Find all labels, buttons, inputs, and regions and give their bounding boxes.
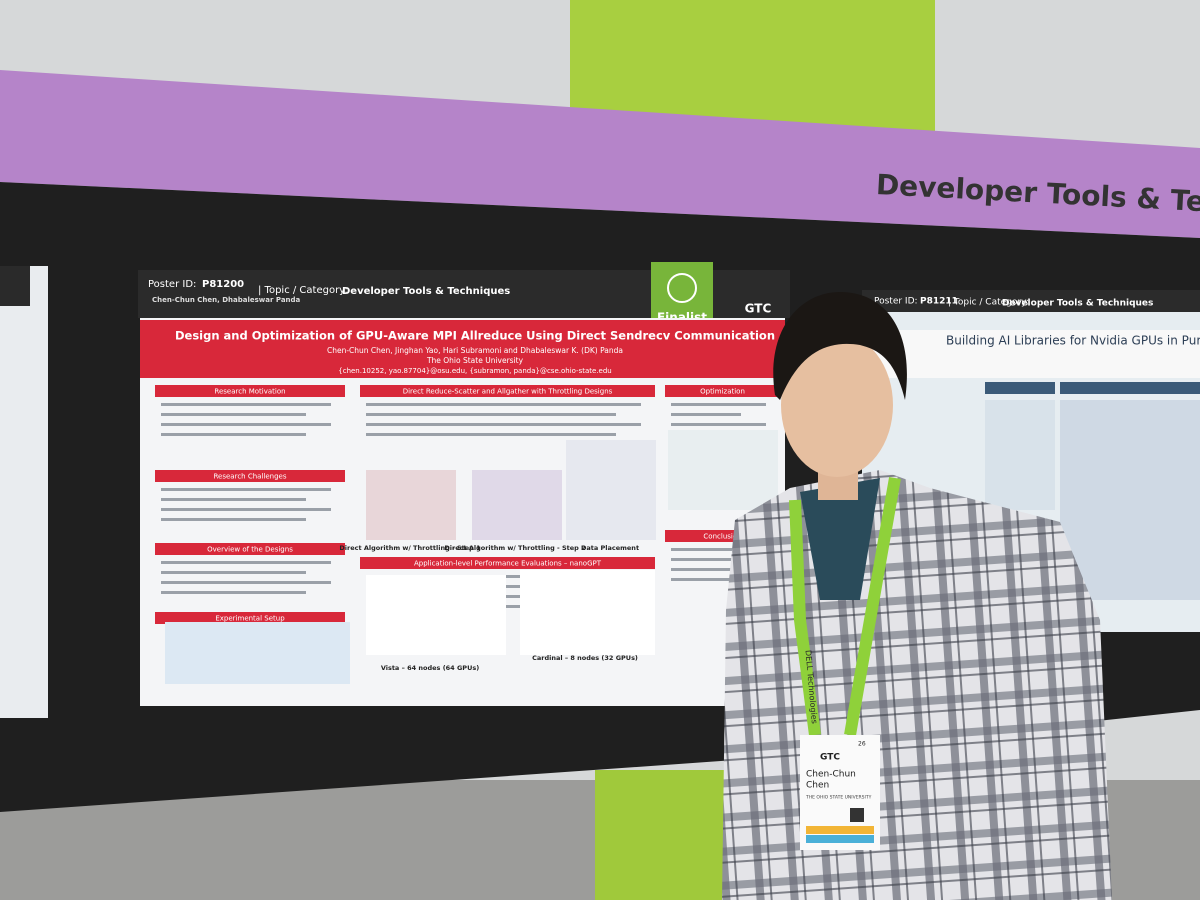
- badge-org: THE OHIO STATE UNIVERSITY: [805, 795, 872, 801]
- figure: [366, 575, 506, 655]
- section-title: Research Challenges: [214, 473, 287, 481]
- section-header: [985, 382, 1055, 394]
- figure-caption: Direct Algorithm w/ Throttling - Step 1: [339, 544, 481, 552]
- topic-label: | Topic / Category:: [258, 285, 348, 296]
- poster-title: Building AI Libraries for Nvidia GPUs in…: [946, 334, 1200, 348]
- table: [165, 622, 350, 684]
- text-line: [161, 498, 306, 501]
- text-line: [671, 413, 741, 416]
- section-header: [155, 612, 345, 624]
- text-line: [366, 413, 616, 416]
- section-title: Experimental Setup: [215, 615, 285, 623]
- lanyard: [789, 499, 821, 736]
- topic: Developer Tools & Techniques: [1002, 299, 1153, 309]
- section-header: [665, 385, 780, 397]
- poster-emails: {chen.10252, yao.87704}@osu.edu, {subram…: [338, 367, 611, 375]
- section-header: [360, 385, 655, 397]
- text-line: [161, 508, 331, 511]
- figure: [668, 430, 778, 510]
- text-line: [161, 591, 306, 594]
- figure-caption: Cardinal – 8 nodes (32 GPUs): [532, 654, 638, 662]
- section-header: [155, 385, 345, 397]
- text-line: [366, 403, 641, 406]
- text-line: [161, 433, 306, 436]
- header-authors: Chen-Chun Chen, Dhabaleswar Panda: [152, 296, 301, 304]
- poster-title: Design and Optimization of GPU-Aware MPI…: [175, 329, 775, 343]
- shirt: [722, 470, 1112, 900]
- badge-icon: [667, 273, 697, 303]
- text-line: [366, 433, 616, 436]
- figure: [985, 400, 1055, 510]
- section-header: [360, 557, 655, 569]
- tshirt: [800, 478, 880, 600]
- gtc-logo: GTC: [745, 302, 772, 316]
- text-line: [161, 518, 306, 521]
- poster-id-label: Poster ID:: [874, 297, 918, 307]
- text-line: [671, 548, 766, 551]
- text-line: [161, 571, 306, 574]
- section-title: Research Motivation: [214, 388, 285, 396]
- badge-stripe: [806, 835, 874, 843]
- text-line: [671, 568, 766, 571]
- text-line: [671, 578, 741, 581]
- text-line: [161, 403, 331, 406]
- badge-logo: GTC: [820, 753, 840, 763]
- face: [781, 333, 893, 477]
- topic-label: | Topic / Category:: [948, 298, 1029, 308]
- section-title: Overview of the Designs: [207, 546, 293, 554]
- text-line: [161, 581, 331, 584]
- poster-partial: [0, 266, 48, 718]
- text-line: [671, 403, 766, 406]
- poster-header: [862, 290, 1200, 312]
- figure-caption: Direct Algorithm w/ Throttling - Step 2: [444, 544, 585, 552]
- text-line: [671, 558, 741, 561]
- section-header: [155, 543, 345, 555]
- figure: [366, 470, 456, 540]
- text-line: [366, 423, 641, 426]
- figure-caption: Vista – 64 nodes (64 GPUs): [381, 664, 479, 672]
- title-bar: [140, 320, 785, 378]
- poster-sections: Research Motivation Research Challenges Ov…: [155, 385, 780, 672]
- section-title: Application-level Performance Evaluation…: [414, 560, 602, 568]
- section-title: Optimization: [700, 388, 745, 396]
- topic: Developer Tools & Techniques: [342, 286, 510, 297]
- text-line: [161, 423, 331, 426]
- section-header: [1060, 382, 1200, 394]
- finalist-badge: [651, 262, 713, 326]
- poster-id: P81211: [920, 297, 958, 307]
- section-title: Conclusion: [703, 533, 741, 541]
- text-line: [161, 488, 331, 491]
- badge-name: Chen-Chun: [806, 770, 856, 780]
- badge-stripe: [806, 826, 874, 834]
- hair: [773, 292, 907, 400]
- badge-name: Chen: [806, 781, 829, 791]
- section-title: Direct Reduce-Scatter and Allgather with…: [403, 388, 613, 396]
- figure: [520, 570, 655, 655]
- section-header: [155, 470, 345, 482]
- text-line: [161, 413, 306, 416]
- qr-code: [850, 808, 864, 822]
- figure: [1060, 400, 1200, 600]
- poster-partial-header: [0, 266, 30, 306]
- text-line: [671, 423, 766, 426]
- figure: [472, 470, 562, 540]
- poster-id-label: Poster ID:: [148, 279, 196, 290]
- poster-affiliation: The Ohio State University: [426, 356, 524, 365]
- text-line: [161, 561, 331, 564]
- lanyard: [844, 476, 901, 737]
- badge-number: 26: [858, 741, 866, 748]
- poster-id: P81200: [202, 279, 244, 290]
- pillar-lower: [595, 770, 730, 900]
- poster-authors: Chen-Chun Chen, Jinghan Yao, Hari Subram…: [327, 346, 623, 355]
- title-area: [862, 330, 1200, 378]
- figure-caption: Data Placement: [581, 544, 639, 552]
- figure: [566, 440, 656, 540]
